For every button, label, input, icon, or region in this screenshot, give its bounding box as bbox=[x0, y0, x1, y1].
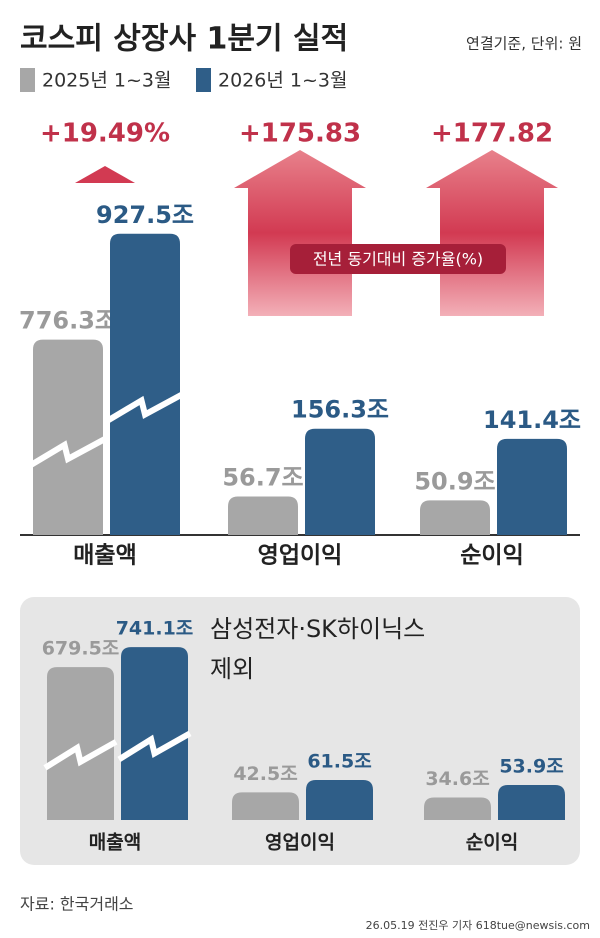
value-label: 776.3조 bbox=[19, 307, 117, 335]
growth-arrow bbox=[234, 150, 366, 316]
growth-note-box bbox=[290, 244, 506, 274]
growth-arrow bbox=[75, 166, 135, 183]
legend-label: 2026년 1~3월 bbox=[218, 70, 347, 92]
legend-swatch bbox=[20, 68, 35, 92]
value-label: 42.5조 bbox=[233, 763, 297, 785]
panel-title: 삼성전자·SK하이닉스 bbox=[210, 615, 425, 643]
value-label: 56.7조 bbox=[222, 463, 303, 491]
growth-label: +19.49% bbox=[40, 119, 170, 149]
bar bbox=[497, 438, 567, 535]
legend-label: 2025년 1~3월 bbox=[42, 70, 171, 92]
growth-note: 전년 동기대비 증가율(%) bbox=[313, 250, 483, 269]
value-label: 50.9조 bbox=[414, 467, 495, 495]
bar bbox=[498, 784, 565, 820]
category-label: 순이익 bbox=[460, 543, 523, 569]
growth-arrow bbox=[426, 150, 558, 316]
category-label: 순이익 bbox=[466, 832, 518, 854]
credit: 26.05.19 전진우 기자 618tue@newsis.com bbox=[366, 919, 590, 932]
axis-break bbox=[117, 730, 192, 762]
bar bbox=[305, 428, 375, 535]
value-label: 156.3조 bbox=[291, 396, 389, 424]
value-label: 741.1조 bbox=[116, 618, 194, 640]
title: 코스피 상장사 1분기 실적 bbox=[20, 22, 348, 57]
bar bbox=[110, 233, 180, 535]
category-label: 매출액 bbox=[89, 832, 141, 854]
category-label: 매출액 bbox=[73, 543, 136, 569]
category-label: 영업이익 bbox=[265, 832, 335, 854]
bar bbox=[424, 797, 491, 820]
value-label: 34.6조 bbox=[425, 768, 489, 790]
growth-label: +177.82 bbox=[431, 119, 553, 149]
value-label: 679.5조 bbox=[42, 638, 120, 660]
category-label: 영업이익 bbox=[258, 543, 343, 569]
unit-note: 연결기준, 단위: 원 bbox=[466, 35, 582, 53]
growth-label: +175.83 bbox=[239, 119, 361, 149]
source: 자료: 한국거래소 bbox=[20, 895, 134, 914]
bar bbox=[228, 496, 298, 535]
legend-swatch bbox=[196, 68, 211, 92]
axis-break bbox=[106, 391, 184, 424]
bar bbox=[306, 780, 373, 820]
axis-break bbox=[29, 436, 107, 468]
axis-break bbox=[43, 739, 118, 771]
value-label: 53.9조 bbox=[499, 755, 563, 777]
bar bbox=[121, 647, 188, 820]
panel-title: 제외 bbox=[210, 655, 254, 683]
value-label: 61.5조 bbox=[307, 751, 371, 773]
bar bbox=[47, 667, 114, 820]
bar bbox=[232, 792, 299, 820]
bar bbox=[33, 339, 103, 535]
bar bbox=[420, 500, 490, 535]
value-label: 141.4조 bbox=[483, 406, 581, 434]
value-label: 927.5조 bbox=[96, 201, 194, 229]
